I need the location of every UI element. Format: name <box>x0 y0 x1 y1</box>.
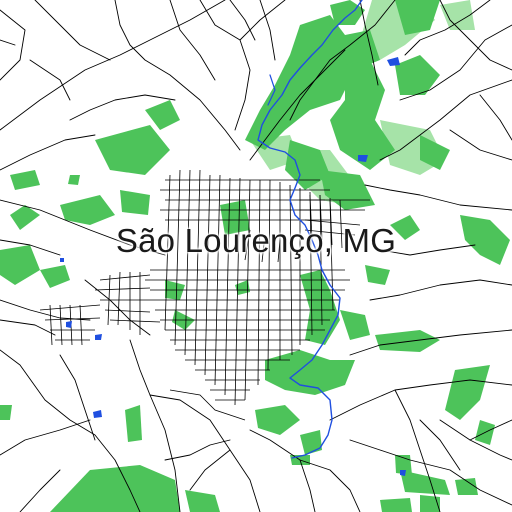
lake-layer <box>60 57 406 476</box>
river-layer <box>257 0 363 459</box>
city-streets <box>39 169 370 421</box>
